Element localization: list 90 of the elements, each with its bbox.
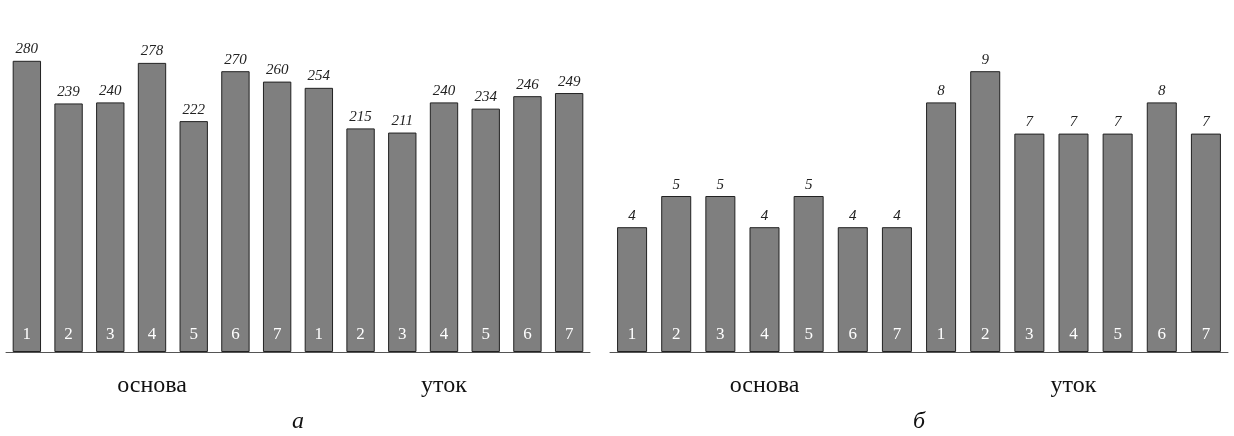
data-label: 8 [1158, 81, 1167, 98]
bar [1014, 133, 1045, 352]
x-tick-label: 7 [1201, 324, 1211, 343]
x-tick-label: 3 [106, 324, 115, 343]
x-tick-label: 5 [481, 324, 490, 343]
x-tick-label: 3 [398, 324, 407, 343]
data-label: 254 [307, 67, 331, 84]
x-tick-label: 4 [1069, 324, 1079, 343]
x-tick-label: 5 [1113, 324, 1122, 343]
bar [881, 227, 912, 352]
data-label: 8 [937, 81, 946, 98]
data-label: 4 [893, 206, 902, 223]
data-label: 278 [140, 42, 164, 59]
bar [221, 71, 250, 352]
data-label: 240 [99, 81, 123, 98]
x-tick-label: 7 [272, 324, 282, 343]
bar [793, 196, 824, 352]
data-label: 215 [349, 107, 373, 124]
data-label: 5 [804, 175, 813, 192]
x-tick-label: 5 [189, 324, 198, 343]
x-tick-label: 4 [147, 324, 157, 343]
x-tick-label: 2 [356, 324, 365, 343]
bar [304, 87, 334, 352]
bar [513, 96, 542, 352]
x-tick-label: 3 [1025, 324, 1034, 343]
x-tick-label: 1 [627, 324, 637, 343]
x-tick-label: 3 [716, 324, 725, 343]
bar [179, 121, 208, 352]
x-tick-label: 6 [1157, 324, 1167, 343]
bar [12, 60, 42, 352]
data-label: 5 [716, 175, 725, 192]
data-label: 211 [391, 112, 413, 129]
data-label: 222 [182, 100, 206, 117]
data-label: 4 [849, 206, 858, 223]
bar [837, 227, 868, 352]
bar [1146, 102, 1177, 352]
bar [471, 108, 500, 352]
bar [429, 102, 459, 352]
x-tick-label: 7 [564, 324, 574, 343]
x-tick-label: 2 [64, 324, 73, 343]
x-tick-label: 4 [760, 324, 770, 343]
data-label: 270 [224, 50, 248, 67]
data-label: 7 [1025, 113, 1035, 130]
data-label: 280 [15, 40, 39, 57]
bar [1190, 133, 1221, 352]
bar [137, 62, 167, 352]
x-tick-label: 1 [314, 324, 324, 343]
bar [970, 71, 1001, 352]
x-tick-label: 6 [848, 324, 858, 343]
data-label: 239 [57, 82, 81, 99]
bar [554, 93, 584, 352]
text: уток [421, 371, 468, 397]
x-tick-label: 1 [936, 324, 946, 343]
bar [388, 132, 417, 352]
x-tick-label: 6 [523, 324, 532, 343]
bar [262, 81, 292, 352]
bar [617, 227, 648, 352]
bar [749, 227, 780, 352]
x-tick-label: 4 [439, 324, 449, 343]
x-tick-label: 6 [231, 324, 240, 343]
bar [1102, 133, 1133, 352]
x-tick-label: 1 [22, 324, 32, 343]
x-tick-label: 2 [980, 324, 990, 343]
data-label: 9 [981, 50, 990, 67]
bar [346, 128, 375, 352]
data-label: 4 [628, 206, 637, 223]
bar [1058, 133, 1089, 352]
x-tick-label: 2 [671, 324, 681, 343]
x-axis-title: а [292, 407, 304, 433]
text: уток [1050, 371, 1097, 397]
data-label: 7 [1202, 113, 1212, 130]
bar [96, 102, 125, 352]
data-label: 234 [474, 88, 498, 105]
text: основа [729, 371, 800, 397]
bar [661, 196, 692, 352]
text: основа [117, 371, 188, 397]
data-label: 7 [1069, 113, 1079, 130]
data-label: 260 [265, 61, 289, 78]
bar [705, 196, 736, 352]
x-axis-title: б [912, 407, 926, 433]
data-label: 7 [1113, 113, 1123, 130]
bar [54, 103, 83, 352]
data-label: 240 [432, 81, 456, 98]
bar [926, 102, 957, 352]
data-label: 4 [760, 206, 769, 223]
data-label: 5 [672, 175, 681, 192]
data-label: 249 [557, 72, 581, 89]
x-tick-label: 5 [804, 324, 813, 343]
data-label: 246 [516, 75, 540, 92]
x-tick-label: 7 [892, 324, 902, 343]
